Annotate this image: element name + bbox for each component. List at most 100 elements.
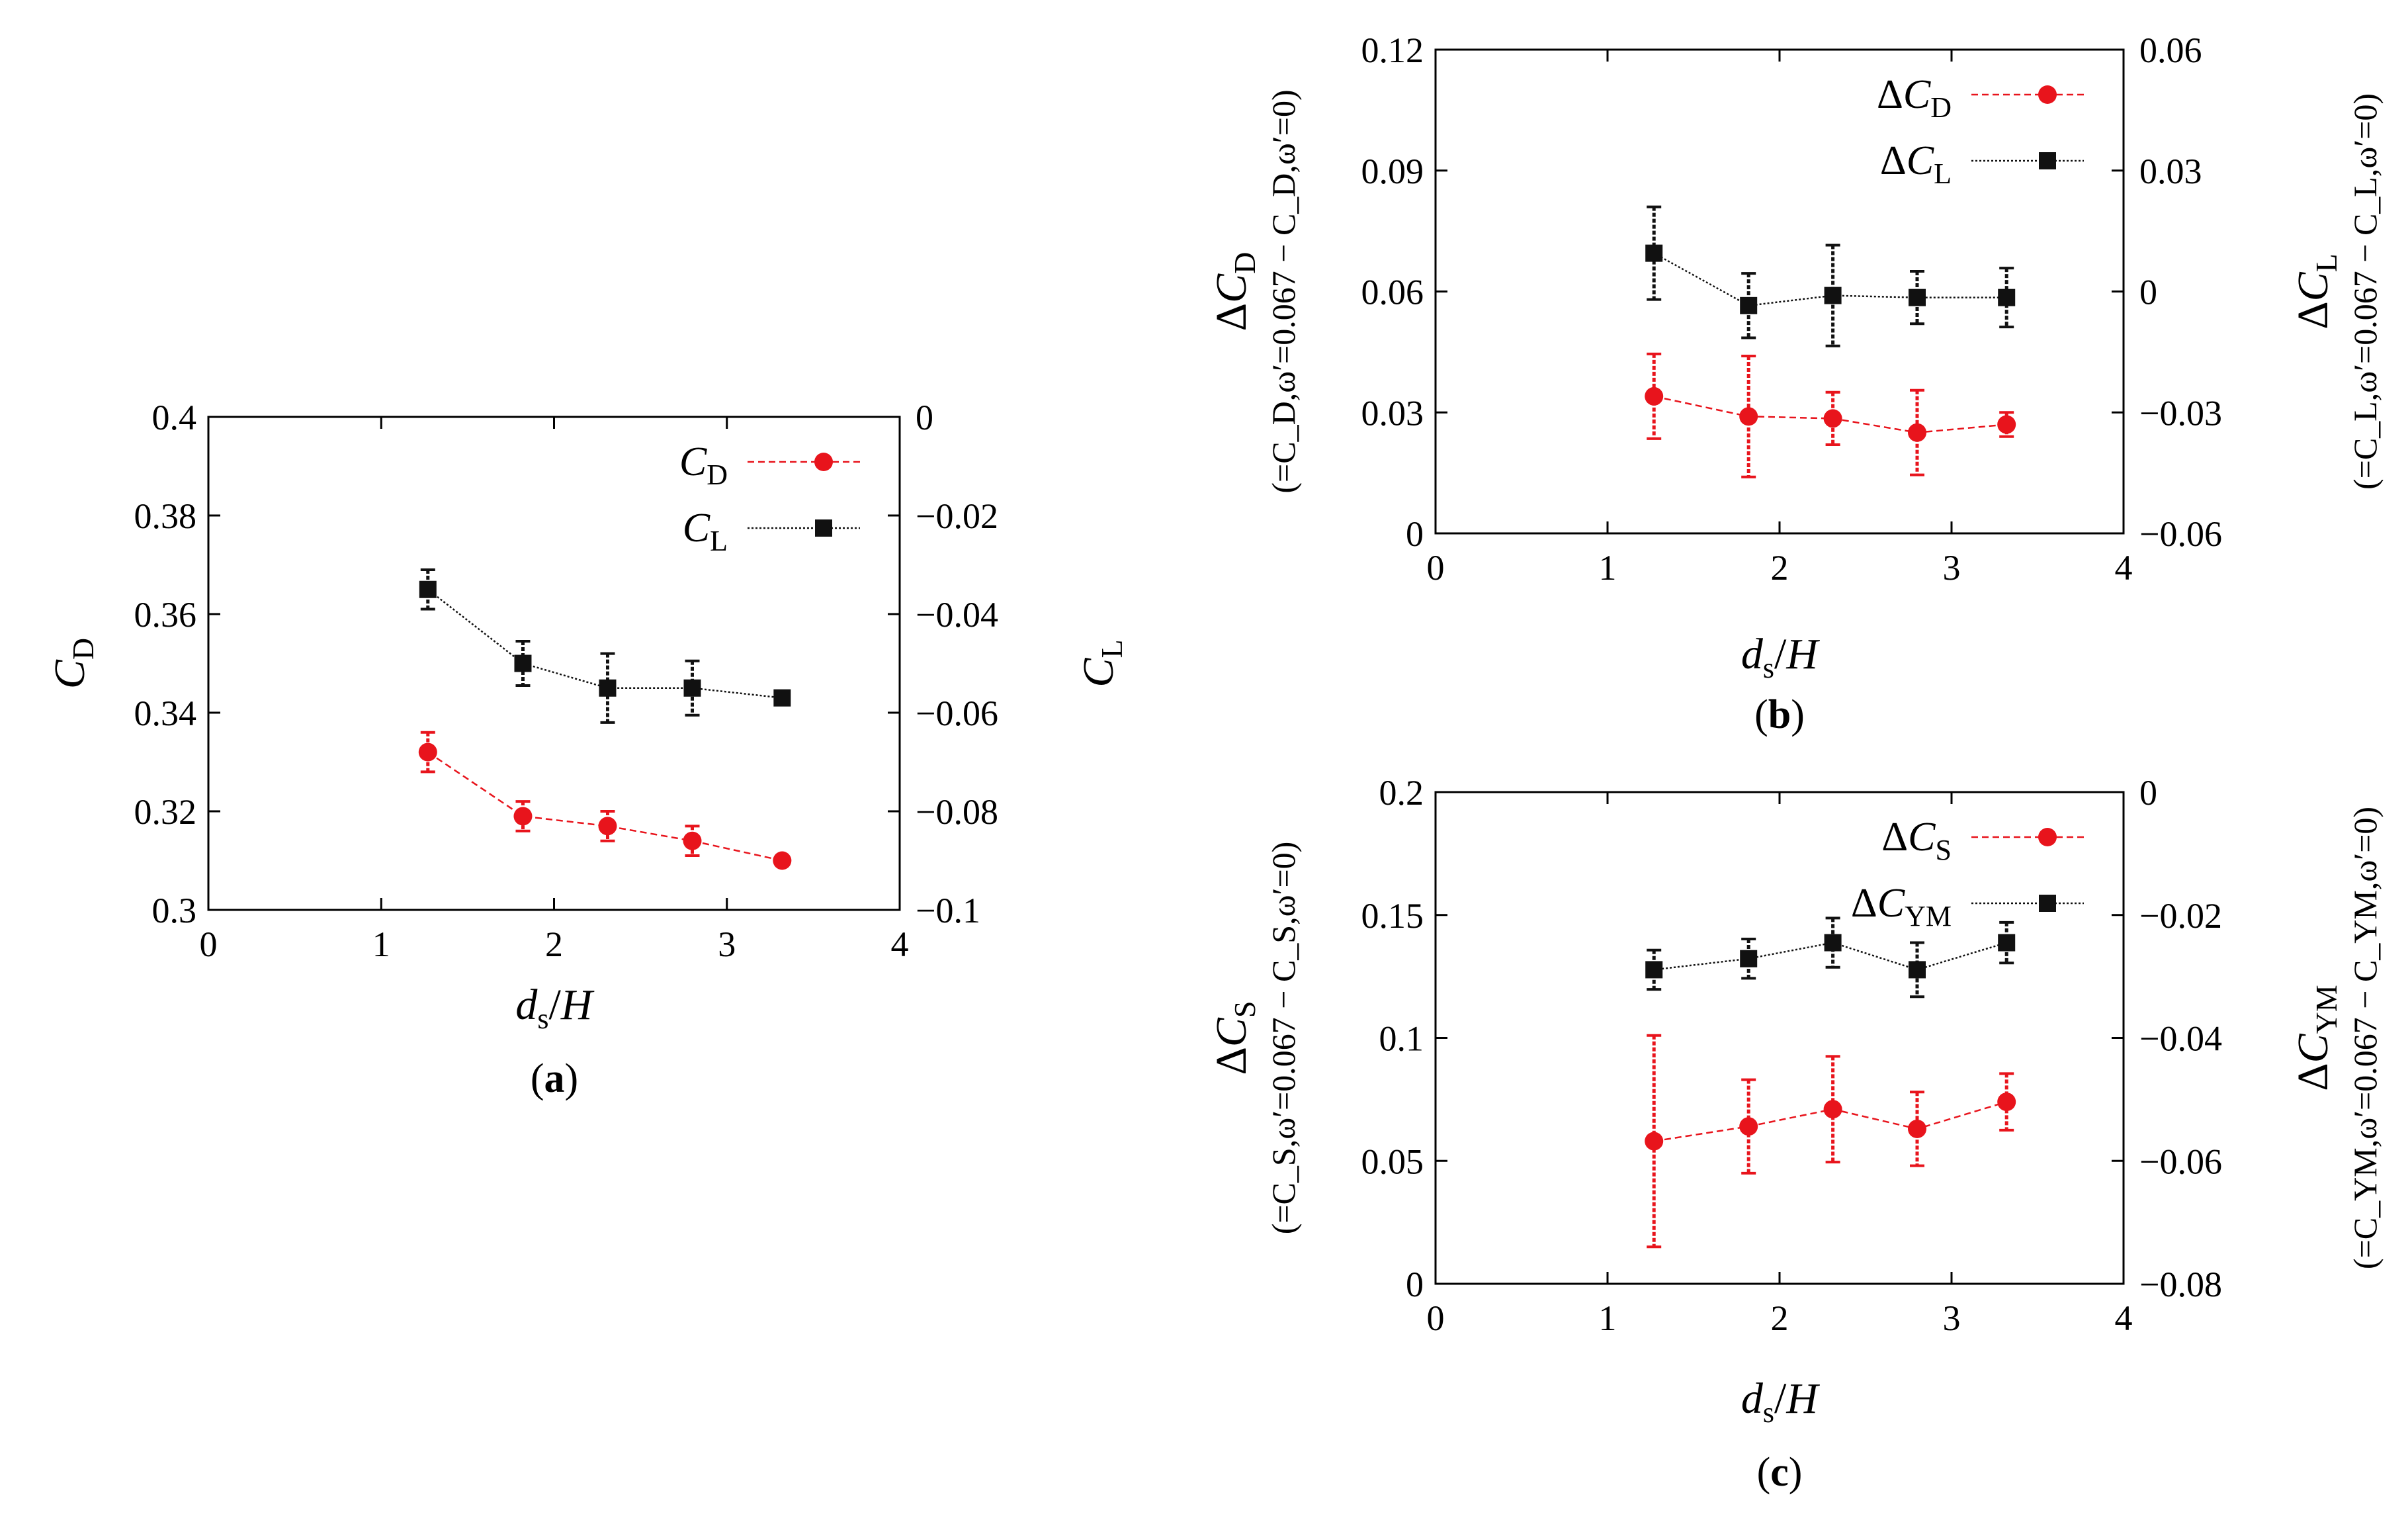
legend-sub: YM bbox=[1905, 900, 1952, 932]
x-tick-label: 4 bbox=[891, 924, 909, 964]
series-line bbox=[427, 588, 783, 699]
legend-marker-circle bbox=[2038, 85, 2057, 104]
series-d: CD bbox=[418, 439, 860, 870]
y-left-axis-label-title: ΔCS bbox=[1207, 1001, 1262, 1075]
caption-open: ( bbox=[531, 1056, 544, 1101]
data-point-circle bbox=[1997, 415, 2016, 434]
x-axis-label-slash: / bbox=[1774, 630, 1787, 678]
legend-label: ΔCL bbox=[1880, 138, 1952, 190]
plot-frame bbox=[207, 416, 901, 911]
y-right-tick-label: −0.06 bbox=[2139, 514, 2222, 554]
legend-label: ΔCYM bbox=[1851, 881, 1952, 932]
series-ym: ΔCYM bbox=[1645, 881, 2084, 999]
y-left-tick-label: 0.2 bbox=[1379, 773, 1424, 813]
y-right-axis-label-sub: L bbox=[1095, 639, 1129, 658]
series-line bbox=[427, 751, 783, 862]
legend-marker-circle bbox=[2038, 828, 2057, 846]
data-point-circle bbox=[683, 831, 702, 850]
x-axis-label-main: d bbox=[1741, 630, 1764, 678]
y-left-axis-label-delta: Δ bbox=[1207, 303, 1256, 331]
y-left-tick-label: 0.38 bbox=[134, 496, 197, 536]
x-axis-label-tail: /H bbox=[1774, 630, 1820, 678]
y-right-tick-label: −0.04 bbox=[916, 595, 998, 635]
panel-caption: (b) bbox=[1754, 692, 1805, 737]
legend-main: C bbox=[683, 506, 710, 551]
data-point-square bbox=[683, 679, 701, 697]
data-point-circle bbox=[598, 817, 617, 836]
x-tick-label: 4 bbox=[2115, 1298, 2133, 1338]
series-l: ΔCL bbox=[1645, 138, 2084, 347]
legend-sub: L bbox=[1934, 157, 1952, 190]
series-l: CL bbox=[419, 506, 860, 724]
x-tick-label: 0 bbox=[1427, 1298, 1445, 1338]
y-right-axis-label-main: C bbox=[1074, 658, 1123, 688]
x-axis-label-h: H bbox=[1785, 1374, 1820, 1423]
caption-close: ) bbox=[1791, 692, 1805, 737]
x-axis-label: ds/H bbox=[1741, 1374, 1820, 1429]
legend-delta: Δ bbox=[1851, 881, 1877, 926]
x-axis-label-main: d bbox=[1741, 1374, 1764, 1423]
y-left-tick-label: 0 bbox=[1406, 1265, 1424, 1304]
y-right-tick-label: 0.03 bbox=[2139, 152, 2202, 191]
x-tick-label: 3 bbox=[718, 924, 736, 964]
legend-marker-square bbox=[815, 519, 832, 537]
y-left-axis-label-sub: D bbox=[1228, 252, 1262, 274]
x-axis-label-sub: s bbox=[537, 1003, 548, 1035]
x-tick-label: 0 bbox=[200, 924, 218, 964]
y-right-axis-label: CL bbox=[1074, 639, 1129, 687]
series-s: ΔCS bbox=[1645, 815, 2084, 1249]
y-right-axis-label-title: CL bbox=[1074, 639, 1129, 687]
y-left-tick-label: 0.1 bbox=[1379, 1019, 1424, 1059]
y-left-tick-label: 0.3 bbox=[152, 891, 197, 930]
x-tick-label: 1 bbox=[372, 924, 390, 964]
caption-letter: a bbox=[544, 1056, 565, 1101]
legend-delta: Δ bbox=[1881, 815, 1908, 860]
x-axis-label-slash: / bbox=[1774, 1374, 1787, 1423]
y-left-axis-label-delta: Δ bbox=[1207, 1047, 1256, 1075]
x-axis-label-h: H bbox=[560, 981, 595, 1029]
legend-marker-square bbox=[2039, 895, 2056, 912]
y-left-tick-label: 0.32 bbox=[134, 792, 197, 832]
legend-main: C bbox=[1877, 881, 1905, 926]
y-right-tick-label: −0.02 bbox=[916, 496, 998, 536]
data-point-circle bbox=[1645, 1132, 1664, 1151]
legend-label: CD bbox=[679, 439, 728, 491]
chart-panel-a: 0 1 2 3 4 0.3 0.32 0.34 0.36 0.38 0.4 −0.1 −0.08 −0.0… bbox=[46, 398, 1129, 1101]
y-right-tick-label: 0 bbox=[2139, 273, 2157, 312]
data-point-circle bbox=[1908, 1119, 1926, 1138]
data-point-circle bbox=[1997, 1093, 2016, 1112]
y-left-tick-label: 0.09 bbox=[1361, 152, 1424, 191]
data-point-square bbox=[514, 654, 532, 672]
y-left-tick-label: 0.36 bbox=[134, 595, 197, 635]
y-left-axis-label: ΔCD (=C_D,ω′=0.067 − C_D,ω′=0) bbox=[1207, 89, 1302, 493]
plot-frame bbox=[1434, 48, 2125, 535]
legend-delta: Δ bbox=[1877, 72, 1903, 117]
data-point-square bbox=[1909, 289, 1926, 306]
y-left-axis-label-main: C bbox=[1207, 1017, 1256, 1047]
data-point-square bbox=[1740, 950, 1758, 967]
legend-delta: Δ bbox=[1880, 138, 1907, 183]
data-point-circle bbox=[1908, 423, 1926, 442]
data-point-square bbox=[1740, 296, 1758, 314]
y-left-axis-label-definition: (=C_D,ω′=0.067 − C_D,ω′=0) bbox=[1265, 89, 1302, 493]
y-right-tick-label: −0.06 bbox=[916, 694, 998, 733]
y-left-tick-label: 0.15 bbox=[1361, 896, 1424, 936]
x-tick-label: 0 bbox=[1427, 548, 1445, 588]
legend-main: C bbox=[679, 439, 707, 484]
x-axis-label-h: H bbox=[1785, 630, 1820, 678]
data-point-square bbox=[1645, 244, 1663, 262]
x-axis-label-sub: s bbox=[1763, 1396, 1774, 1429]
legend-main: C bbox=[1907, 138, 1934, 183]
data-point-square bbox=[1645, 961, 1663, 979]
y-left-tick-label: 0.06 bbox=[1361, 273, 1424, 312]
data-point-circle bbox=[1739, 1117, 1758, 1136]
legend-main: C bbox=[1908, 815, 1936, 860]
legend-label: ΔCD bbox=[1877, 72, 1952, 124]
x-tick-label: 1 bbox=[1599, 548, 1617, 588]
y-right-tick-label: 0 bbox=[2139, 773, 2157, 813]
series-line bbox=[1653, 252, 2007, 307]
caption-close: ) bbox=[1789, 1450, 1803, 1495]
y-right-tick-label: −0.06 bbox=[2139, 1142, 2222, 1181]
y-left-tick-label: 0.4 bbox=[152, 398, 197, 437]
